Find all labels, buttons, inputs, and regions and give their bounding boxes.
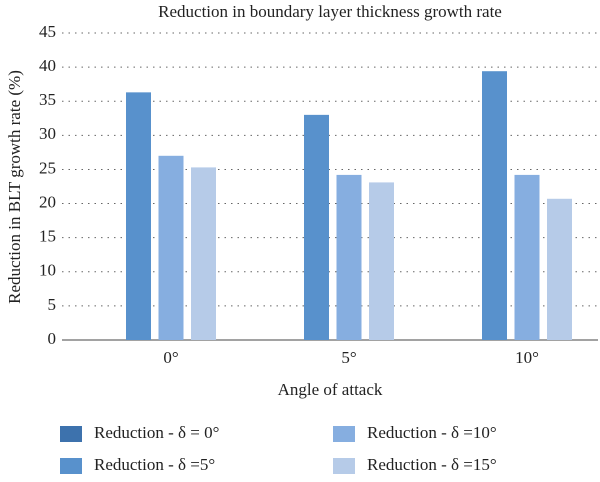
legend-swatch — [333, 426, 355, 442]
bar — [158, 155, 184, 340]
x-tick-label: 10° — [515, 348, 539, 367]
legend-swatch — [333, 458, 355, 474]
bar — [336, 174, 362, 340]
y-tick-label: 45 — [39, 22, 56, 41]
x-tick-label: 5° — [341, 348, 356, 367]
y-tick-label: 10 — [39, 261, 56, 280]
y-tick-label: 20 — [39, 192, 56, 211]
y-tick-label: 30 — [39, 124, 56, 143]
bar — [514, 174, 540, 340]
y-axis-label: Reduction in BLT growth rate (%) — [5, 70, 24, 304]
bar — [126, 92, 151, 340]
legend-label: Reduction - δ =10° — [367, 423, 497, 442]
y-tick-label: 5 — [48, 295, 57, 314]
legend-label: Reduction - δ = 0° — [94, 423, 219, 442]
y-tick-label: 25 — [39, 158, 56, 177]
legend-swatch — [60, 426, 82, 442]
bar — [482, 71, 507, 341]
y-tick-label: 15 — [39, 227, 56, 246]
x-axis-label: Angle of attack — [278, 380, 383, 399]
bar — [191, 167, 216, 340]
legend-label: Reduction - δ =15° — [367, 455, 497, 474]
y-tick-label: 35 — [39, 90, 56, 109]
x-tick-label: 0° — [163, 348, 178, 367]
chart-title: Reduction in boundary layer thickness gr… — [158, 2, 502, 21]
y-tick-label: 40 — [39, 56, 56, 75]
bar — [547, 198, 572, 340]
legend-swatch — [60, 458, 82, 474]
y-tick-label: 0 — [48, 329, 57, 348]
legend-label: Reduction - δ =5° — [94, 455, 215, 474]
bar — [369, 182, 394, 340]
bar — [304, 114, 329, 340]
